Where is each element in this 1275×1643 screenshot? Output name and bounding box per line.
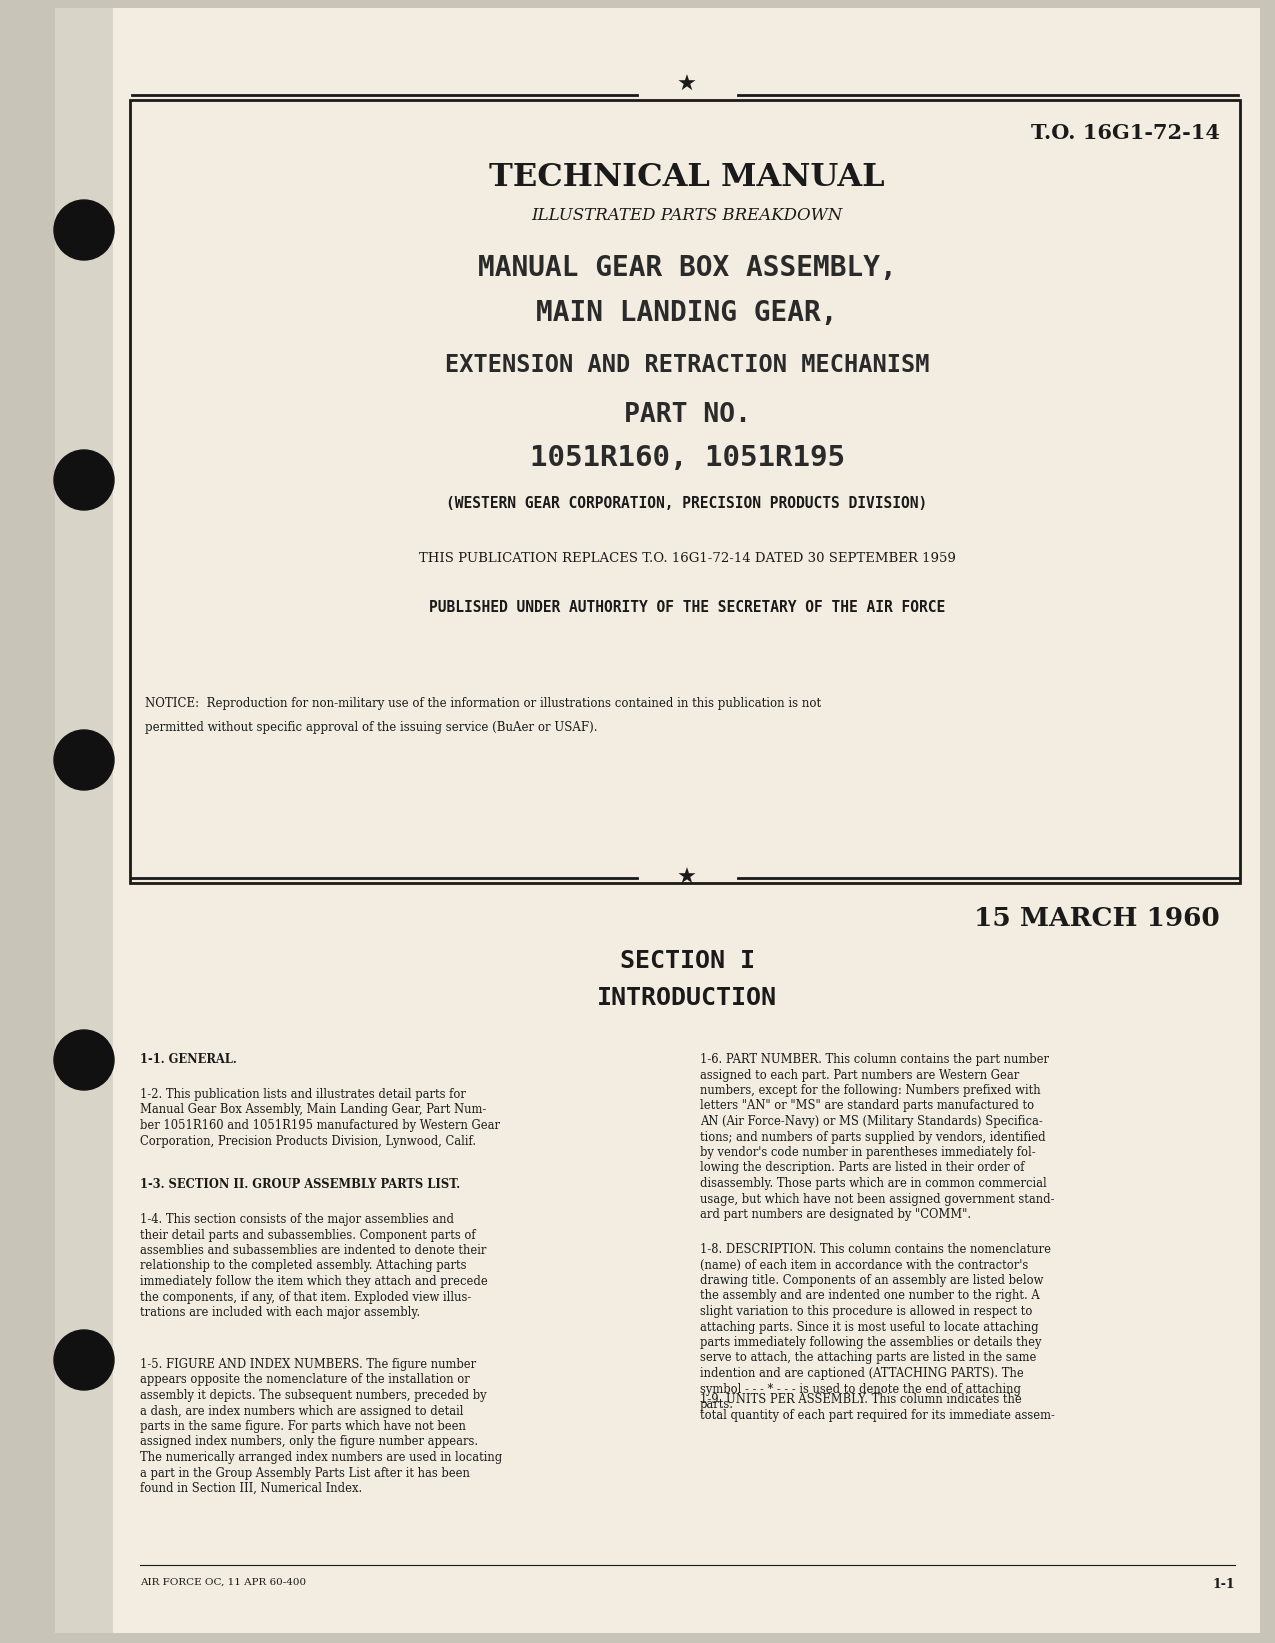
Circle shape [54, 450, 113, 509]
Text: 1-1. GENERAL.: 1-1. GENERAL. [140, 1053, 237, 1066]
Circle shape [54, 1030, 113, 1089]
Text: 1-3. SECTION II. GROUP ASSEMBLY PARTS LIST.: 1-3. SECTION II. GROUP ASSEMBLY PARTS LI… [140, 1178, 460, 1191]
Text: permitted without specific approval of the issuing service (BuAer or USAF).: permitted without specific approval of t… [145, 721, 598, 734]
Text: THIS PUBLICATION REPLACES T.O. 16G1-72-14 DATED 30 SEPTEMBER 1959: THIS PUBLICATION REPLACES T.O. 16G1-72-1… [418, 552, 955, 565]
Text: lowing the description. Parts are listed in their order of: lowing the description. Parts are listed… [700, 1162, 1025, 1175]
Text: INTRODUCTION: INTRODUCTION [597, 986, 776, 1010]
Text: 1-9. UNITS PER ASSEMBLY. This column indicates the: 1-9. UNITS PER ASSEMBLY. This column ind… [700, 1393, 1021, 1406]
Circle shape [54, 1329, 113, 1390]
Text: 1-5. FIGURE AND INDEX NUMBERS. The figure number: 1-5. FIGURE AND INDEX NUMBERS. The figur… [140, 1359, 476, 1370]
Text: ber 1051R160 and 1051R195 manufactured by Western Gear: ber 1051R160 and 1051R195 manufactured b… [140, 1119, 500, 1132]
Text: T.O. 16G1-72-14: T.O. 16G1-72-14 [1031, 123, 1220, 143]
Text: Manual Gear Box Assembly, Main Landing Gear, Part Num-: Manual Gear Box Assembly, Main Landing G… [140, 1104, 486, 1117]
Text: 1051R160, 1051R195: 1051R160, 1051R195 [529, 444, 844, 472]
Text: disassembly. Those parts which are in common commercial: disassembly. Those parts which are in co… [700, 1176, 1047, 1190]
Text: drawing title. Components of an assembly are listed below: drawing title. Components of an assembly… [700, 1273, 1043, 1286]
Text: MAIN LANDING GEAR,: MAIN LANDING GEAR, [537, 299, 838, 327]
Text: total quantity of each part required for its immediate assem-: total quantity of each part required for… [700, 1408, 1054, 1421]
Circle shape [54, 729, 113, 790]
Text: TECHNICAL MANUAL: TECHNICAL MANUAL [490, 163, 885, 194]
Text: ard part numbers are designated by "COMM".: ard part numbers are designated by "COMM… [700, 1208, 972, 1221]
Text: by vendor's code number in parentheses immediately fol-: by vendor's code number in parentheses i… [700, 1147, 1035, 1158]
Text: AN (Air Force-Navy) or MS (Military Standards) Specifica-: AN (Air Force-Navy) or MS (Military Stan… [700, 1116, 1043, 1129]
Text: relationship to the completed assembly. Attaching parts: relationship to the completed assembly. … [140, 1260, 467, 1272]
Text: trations are included with each major assembly.: trations are included with each major as… [140, 1306, 421, 1319]
Text: indention and are captioned (ATTACHING PARTS). The: indention and are captioned (ATTACHING P… [700, 1367, 1024, 1380]
Text: symbol - - - * - - - is used to denote the end of attaching: symbol - - - * - - - is used to denote t… [700, 1382, 1021, 1395]
Text: (name) of each item in accordance with the contractor's: (name) of each item in accordance with t… [700, 1259, 1028, 1272]
Text: attaching parts. Since it is most useful to locate attaching: attaching parts. Since it is most useful… [700, 1321, 1039, 1334]
Text: immediately follow the item which they attach and precede: immediately follow the item which they a… [140, 1275, 488, 1288]
Text: parts immediately following the assemblies or details they: parts immediately following the assembli… [700, 1336, 1042, 1349]
Text: assigned index numbers, only the figure number appears.: assigned index numbers, only the figure … [140, 1436, 478, 1449]
Text: 1-1: 1-1 [1213, 1577, 1235, 1590]
Text: PUBLISHED UNDER AUTHORITY OF THE SECRETARY OF THE AIR FORCE: PUBLISHED UNDER AUTHORITY OF THE SECRETA… [428, 600, 945, 616]
Text: PART NO.: PART NO. [623, 403, 751, 427]
FancyBboxPatch shape [55, 8, 113, 1633]
Text: parts in the same figure. For parts which have not been: parts in the same figure. For parts whic… [140, 1420, 465, 1433]
Text: AIR FORCE OC, 11 APR 60-400: AIR FORCE OC, 11 APR 60-400 [140, 1577, 306, 1587]
Text: tions; and numbers of parts supplied by vendors, identified: tions; and numbers of parts supplied by … [700, 1130, 1046, 1144]
Text: EXTENSION AND RETRACTION MECHANISM: EXTENSION AND RETRACTION MECHANISM [445, 353, 929, 376]
Text: usage, but which have not been assigned government stand-: usage, but which have not been assigned … [700, 1193, 1054, 1206]
Text: letters "AN" or "MS" are standard parts manufactured to: letters "AN" or "MS" are standard parts … [700, 1099, 1034, 1112]
Text: Corporation, Precision Products Division, Lynwood, Calif.: Corporation, Precision Products Division… [140, 1135, 476, 1147]
FancyBboxPatch shape [55, 8, 1260, 1633]
Text: 1-4. This section consists of the major assemblies and: 1-4. This section consists of the major … [140, 1213, 454, 1226]
Text: ★: ★ [677, 76, 697, 95]
Text: SECTION I: SECTION I [620, 950, 755, 973]
Text: 1-8. DESCRIPTION. This column contains the nomenclature: 1-8. DESCRIPTION. This column contains t… [700, 1244, 1051, 1255]
Text: numbers, except for the following: Numbers prefixed with: numbers, except for the following: Numbe… [700, 1084, 1040, 1098]
Circle shape [54, 200, 113, 260]
Text: ILLUSTRATED PARTS BREAKDOWN: ILLUSTRATED PARTS BREAKDOWN [532, 207, 843, 223]
Text: assembly it depicts. The subsequent numbers, preceded by: assembly it depicts. The subsequent numb… [140, 1388, 487, 1401]
Text: appears opposite the nomenclature of the installation or: appears opposite the nomenclature of the… [140, 1374, 469, 1387]
Text: 1-2. This publication lists and illustrates detail parts for: 1-2. This publication lists and illustra… [140, 1088, 465, 1101]
Text: 15 MARCH 1960: 15 MARCH 1960 [974, 905, 1220, 930]
Text: a dash, are index numbers which are assigned to detail: a dash, are index numbers which are assi… [140, 1405, 464, 1418]
Text: assemblies and subassemblies are indented to denote their: assemblies and subassemblies are indente… [140, 1244, 486, 1257]
Text: the components, if any, of that item. Exploded view illus-: the components, if any, of that item. Ex… [140, 1290, 472, 1303]
Text: parts.: parts. [700, 1398, 734, 1411]
Text: 1-6. PART NUMBER. This column contains the part number: 1-6. PART NUMBER. This column contains t… [700, 1053, 1049, 1066]
Text: NOTICE:  Reproduction for non-military use of the information or illustrations c: NOTICE: Reproduction for non-military us… [145, 697, 821, 710]
Text: slight variation to this procedure is allowed in respect to: slight variation to this procedure is al… [700, 1305, 1033, 1318]
Text: MANUAL GEAR BOX ASSEMBLY,: MANUAL GEAR BOX ASSEMBLY, [478, 255, 896, 283]
Text: (WESTERN GEAR CORPORATION, PRECISION PRODUCTS DIVISION): (WESTERN GEAR CORPORATION, PRECISION PRO… [446, 496, 928, 511]
Text: found in Section III, Numerical Index.: found in Section III, Numerical Index. [140, 1482, 362, 1495]
Text: the assembly and are indented one number to the right. A: the assembly and are indented one number… [700, 1290, 1039, 1303]
Text: serve to attach, the attaching parts are listed in the same: serve to attach, the attaching parts are… [700, 1352, 1037, 1364]
Text: their detail parts and subassemblies. Component parts of: their detail parts and subassemblies. Co… [140, 1229, 476, 1242]
Text: ★: ★ [677, 868, 697, 887]
Text: assigned to each part. Part numbers are Western Gear: assigned to each part. Part numbers are … [700, 1068, 1019, 1081]
Text: The numerically arranged index numbers are used in locating: The numerically arranged index numbers a… [140, 1451, 502, 1464]
Text: a part in the Group Assembly Parts List after it has been: a part in the Group Assembly Parts List … [140, 1467, 470, 1479]
